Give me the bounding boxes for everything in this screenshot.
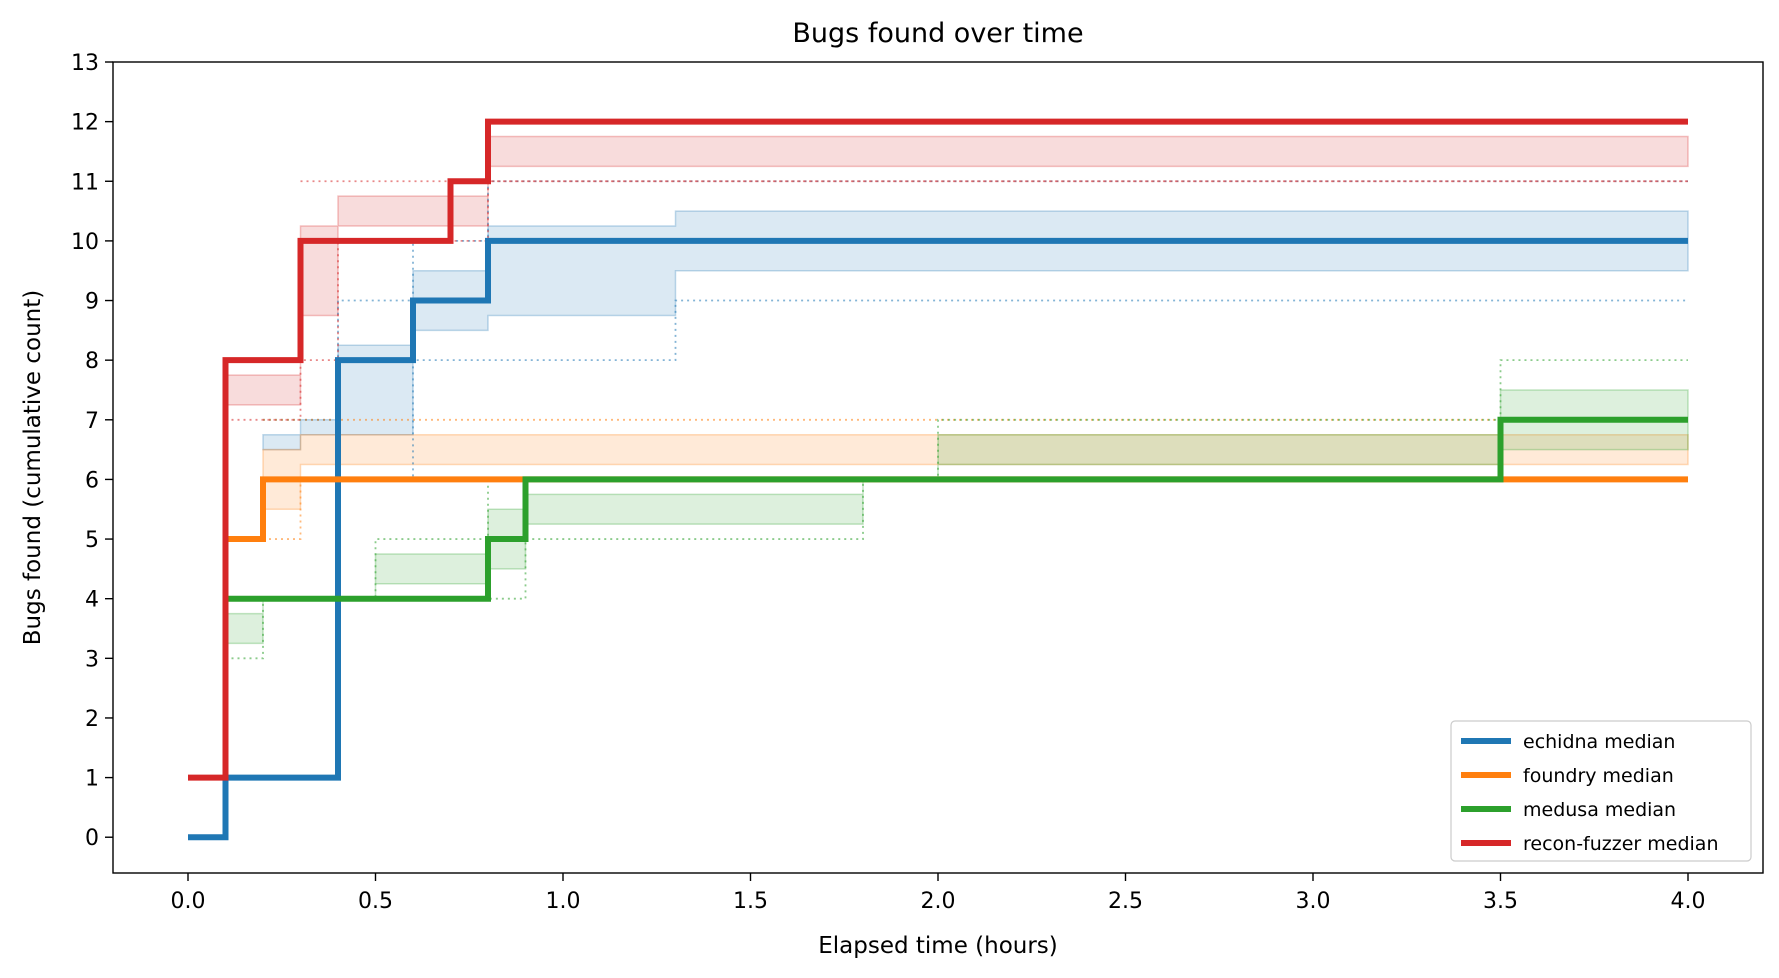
y-tick-label: 0 <box>85 826 99 851</box>
chart-title: Bugs found over time <box>792 18 1083 49</box>
y-tick-label: 7 <box>85 409 99 434</box>
x-tick-label: 0.0 <box>171 889 206 914</box>
recon-fuzzer-legend-label: recon-fuzzer median <box>1523 833 1719 855</box>
x-axis: 0.0 0.5 1.0 1.5 2.0 2.5 3.0 3.5 4.0 <box>171 873 1706 914</box>
iqr-bands <box>224 135 1689 645</box>
echidna-median-line <box>188 237 1688 841</box>
echidna-iqr-band <box>262 210 1689 451</box>
y-tick-label: 9 <box>85 290 99 315</box>
x-tick-label: 1.5 <box>733 889 768 914</box>
medusa-median-line <box>225 416 1688 602</box>
legend-box <box>1450 720 1752 862</box>
y-tick-label: 6 <box>85 468 99 493</box>
x-tick-label: 1.0 <box>546 889 581 914</box>
foundry-median-line <box>225 476 1688 543</box>
y-tick-label: 10 <box>71 230 99 255</box>
recon-fuzzer-median-line <box>188 118 1688 781</box>
legend: echidna median foundry median medusa media… <box>1450 720 1752 862</box>
x-tick-label: 2.0 <box>921 889 956 914</box>
y-tick-label: 2 <box>85 707 99 732</box>
median-lines <box>188 118 1688 841</box>
medusa-legend-label: medusa median <box>1523 799 1676 821</box>
medusa-min-line <box>225 478 1688 660</box>
y-tick-label: 11 <box>71 170 99 195</box>
x-tick-label: 2.5 <box>1108 889 1143 914</box>
y-axis-label: Bugs found (cumulative count) <box>20 290 46 646</box>
x-tick-label: 0.5 <box>358 889 393 914</box>
y-tick-label: 1 <box>85 767 99 792</box>
medusa-max-line <box>263 359 1688 600</box>
echidna-min-line <box>338 299 1688 481</box>
foundry-min-line <box>263 478 1688 540</box>
foundry-legend-label: foundry median <box>1523 765 1674 787</box>
x-tick-label: 3.5 <box>1483 889 1518 914</box>
medusa-iqr-band <box>224 389 1689 645</box>
range-lines <box>225 180 1688 660</box>
y-tick-label: 12 <box>71 111 99 136</box>
recon-fuzzer-min-line <box>225 180 1688 421</box>
y-tick-label: 4 <box>85 588 99 613</box>
y-tick-label: 13 <box>71 51 99 76</box>
x-tick-label: 4.0 <box>1671 889 1706 914</box>
x-axis-label: Elapsed time (hours) <box>818 933 1058 959</box>
x-tick-label: 3.0 <box>1296 889 1331 914</box>
y-tick-label: 8 <box>85 349 99 374</box>
y-tick-label: 3 <box>85 647 99 672</box>
echidna-legend-label: echidna median <box>1523 731 1675 753</box>
y-tick-label: 5 <box>85 528 99 553</box>
